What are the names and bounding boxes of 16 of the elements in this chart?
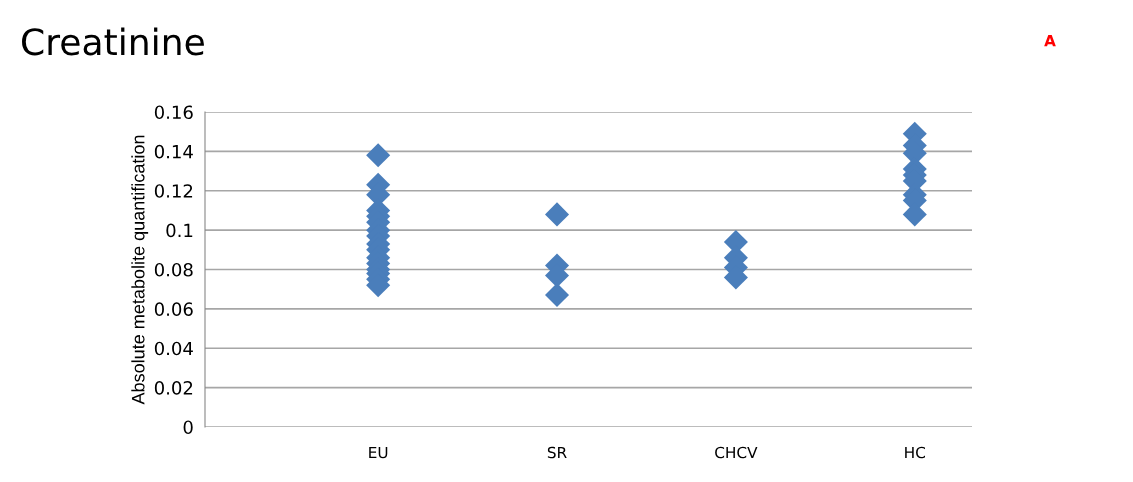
- y-tick-label: 0: [183, 420, 193, 435]
- y-tick-label: 0.12: [154, 184, 193, 198]
- y-tick-label: 0.1: [166, 223, 193, 238]
- y-tick-label: 0.08: [154, 262, 193, 277]
- y-tick-label: 0.16: [154, 105, 193, 120]
- y-tick-label: 0.06: [154, 302, 193, 316]
- chart-title: Creatinine: [22, 27, 204, 56]
- x-tick-label: CHCV: [715, 446, 758, 459]
- x-tick-label: SR: [547, 446, 567, 459]
- y-tick-label: 0.14: [154, 144, 193, 159]
- y-tick-label: 0.04: [154, 341, 193, 356]
- y-axis-title: Absolute metabolite quantification: [131, 135, 149, 405]
- x-tick-label: EU: [369, 446, 388, 459]
- text: A: [1044, 35, 1056, 47]
- x-tick-label: HC: [905, 446, 926, 459]
- y-tick-label: 0.02: [154, 381, 193, 395]
